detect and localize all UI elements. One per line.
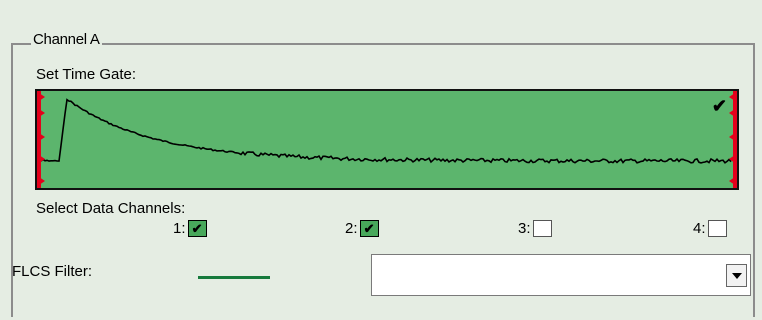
channel-3-label: 3: bbox=[518, 220, 531, 237]
channel-4-checkbox[interactable]: 4: bbox=[693, 220, 727, 237]
gate-end-handle[interactable] bbox=[733, 91, 737, 188]
channel-1-label: 1: bbox=[173, 220, 186, 237]
channel-1-checkbox[interactable]: 1: ✔ bbox=[173, 220, 207, 237]
flcs-filter-select[interactable] bbox=[371, 254, 751, 296]
chevron-down-icon bbox=[731, 272, 742, 279]
decay-trace bbox=[40, 98, 732, 164]
gate-marker-icon bbox=[729, 133, 735, 141]
channel-2-label: 2: bbox=[345, 220, 358, 237]
time-gate-label: Set Time Gate: bbox=[36, 66, 137, 83]
flcs-filter-label: FLCS Filter: bbox=[12, 263, 93, 280]
check-icon: ✔ bbox=[711, 96, 727, 116]
checkbox-box[interactable] bbox=[532, 220, 552, 237]
channel-4-label: 4: bbox=[693, 220, 706, 237]
filter-line-preview bbox=[198, 276, 270, 279]
checkbox-box[interactable] bbox=[707, 220, 727, 237]
channel-a-groupbox bbox=[11, 43, 755, 317]
gate-marker-icon bbox=[39, 133, 45, 141]
dropdown-button[interactable] bbox=[726, 264, 747, 287]
gate-marker-icon bbox=[729, 109, 735, 117]
gate-marker-icon bbox=[39, 93, 45, 101]
channel-2-checkbox[interactable]: 2: ✔ bbox=[345, 220, 379, 237]
channel-3-checkbox[interactable]: 3: bbox=[518, 220, 552, 237]
gate-marker-icon bbox=[729, 155, 735, 163]
checkbox-box[interactable]: ✔ bbox=[187, 220, 207, 237]
gate-marker-icon bbox=[39, 177, 45, 185]
decay-curve bbox=[40, 98, 732, 164]
checkbox-box[interactable]: ✔ bbox=[359, 220, 379, 237]
gate-marker-icon bbox=[729, 177, 735, 185]
group-title: Channel A bbox=[31, 31, 102, 48]
time-gate-plot[interactable]: ✔ bbox=[35, 89, 739, 190]
data-channels-label: Select Data Channels: bbox=[36, 200, 186, 217]
gate-marker-icon bbox=[39, 109, 45, 117]
gate-marker-icon bbox=[39, 155, 45, 163]
gate-marker-icon bbox=[729, 93, 735, 101]
